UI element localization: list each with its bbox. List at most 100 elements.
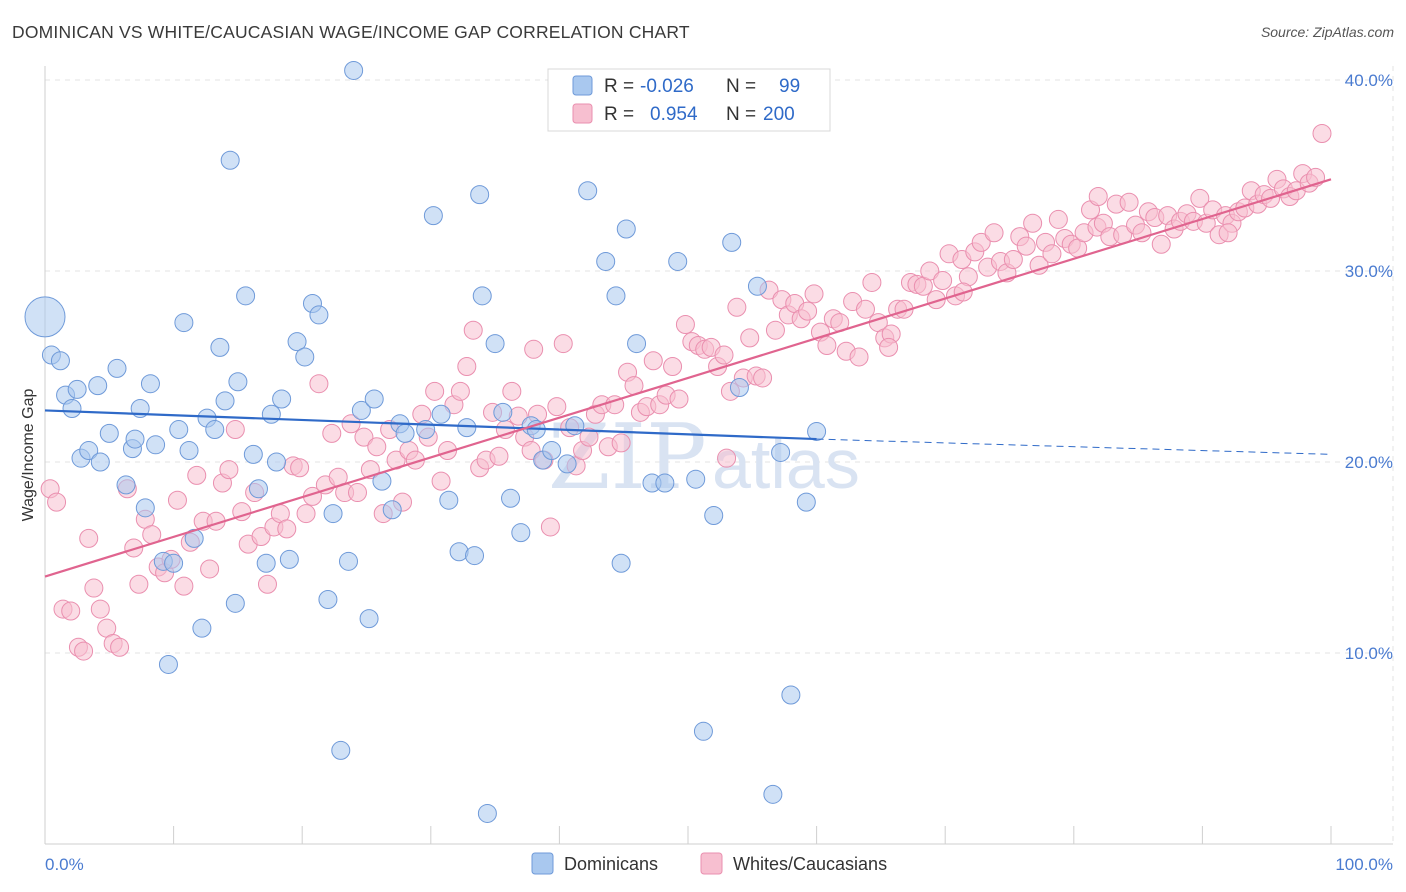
point-dominicans	[309, 305, 329, 325]
bottom-legend-swatch-dominicans	[531, 852, 554, 875]
point-dominicans	[344, 60, 364, 80]
point-whites	[984, 223, 1004, 243]
series-whites-points	[40, 123, 1332, 661]
axes	[44, 66, 1393, 845]
point-whites	[502, 381, 522, 401]
point-whites	[110, 637, 130, 657]
trend-line-dominicans-extension	[816, 438, 1332, 455]
point-whites	[547, 397, 567, 417]
point-dominicans	[771, 442, 791, 462]
point-dominicans	[606, 286, 626, 306]
point-whites	[798, 301, 818, 321]
point-dominicans	[747, 276, 767, 296]
bottom-legend-whites: Whites/Caucasians	[733, 854, 887, 874]
point-whites	[1048, 209, 1068, 229]
point-dominicans	[169, 420, 189, 440]
point-dominicans	[79, 441, 99, 461]
point-whites	[553, 334, 573, 354]
point-whites	[167, 490, 187, 510]
legend-r-label-1: R =	[604, 76, 634, 97]
series-dominicans-points	[24, 60, 827, 823]
point-dominicans	[729, 378, 749, 398]
point-dominicans	[511, 523, 531, 543]
y-tick-label: 10.0%	[1345, 644, 1393, 663]
point-dominicans	[256, 553, 276, 573]
point-dominicans	[179, 441, 199, 461]
point-dominicans	[578, 181, 598, 201]
point-dominicans	[125, 429, 145, 449]
point-dominicans	[158, 654, 178, 674]
point-whites	[124, 538, 144, 558]
point-dominicans	[140, 374, 160, 394]
point-whites	[290, 458, 310, 478]
point-dominicans	[457, 418, 477, 438]
trend-line-dominicans	[44, 409, 817, 441]
point-whites	[296, 504, 316, 524]
point-whites	[933, 271, 953, 291]
point-whites	[354, 427, 374, 447]
y-tick-label: 40.0%	[1345, 71, 1393, 90]
point-whites	[219, 460, 239, 480]
legend-r-value-2: 0.954	[650, 104, 698, 125]
chart-source: Source: ZipAtlas.com	[1260, 24, 1394, 40]
point-dominicans	[174, 313, 194, 333]
x-tick-label-max: 100.0%	[1335, 855, 1393, 874]
point-dominicans	[90, 452, 110, 472]
point-whites	[1003, 250, 1023, 270]
point-dominicans	[439, 490, 459, 510]
point-whites	[675, 314, 695, 334]
point-whites	[174, 576, 194, 596]
y-tick-label: 30.0%	[1345, 262, 1393, 281]
point-dominicans	[477, 803, 497, 823]
point-dominicans	[431, 404, 451, 424]
legend-r-value-1: -0.026	[640, 76, 694, 97]
point-whites	[643, 351, 663, 371]
point-dominicans	[382, 500, 402, 520]
point-whites	[611, 433, 631, 453]
point-dominicans	[485, 334, 505, 354]
series-legend: Dominicans Whites/Caucasians	[531, 852, 887, 875]
point-whites	[879, 337, 899, 357]
point-dominicans	[261, 404, 281, 424]
point-dominicans	[611, 553, 631, 573]
point-whites	[1119, 192, 1139, 212]
point-dominicans	[616, 219, 636, 239]
point-whites	[47, 492, 67, 512]
point-whites	[431, 471, 451, 491]
trend-line-whites	[44, 178, 1332, 578]
point-dominicans	[24, 296, 66, 338]
point-whites	[1190, 188, 1210, 208]
point-whites	[669, 389, 689, 409]
point-dominicans	[205, 420, 225, 440]
point-whites	[740, 328, 760, 348]
point-dominicans	[236, 286, 256, 306]
point-whites	[717, 448, 737, 468]
point-whites	[322, 423, 342, 443]
point-dominicans	[225, 593, 245, 613]
point-dominicans	[395, 423, 415, 443]
point-dominicans	[364, 389, 384, 409]
legend-n-value-2: 200	[763, 104, 795, 125]
point-dominicans	[704, 505, 724, 525]
point-dominicans	[323, 504, 343, 524]
point-whites	[341, 414, 361, 434]
point-whites	[367, 437, 387, 457]
point-dominicans	[164, 553, 184, 573]
point-dominicans	[472, 286, 492, 306]
point-dominicans	[351, 400, 371, 420]
point-dominicans	[318, 590, 338, 610]
point-dominicans	[295, 347, 315, 367]
point-whites	[579, 427, 599, 447]
point-dominicans	[135, 498, 155, 518]
point-dominicans	[493, 402, 513, 422]
point-whites	[663, 357, 683, 376]
point-dominicans	[287, 332, 307, 352]
point-whites	[277, 519, 297, 539]
point-dominicans	[655, 473, 675, 493]
point-dominicans	[763, 784, 783, 804]
point-whites	[1312, 123, 1332, 143]
point-whites	[1042, 244, 1062, 264]
point-dominicans	[210, 337, 230, 357]
point-dominicans	[99, 423, 119, 443]
